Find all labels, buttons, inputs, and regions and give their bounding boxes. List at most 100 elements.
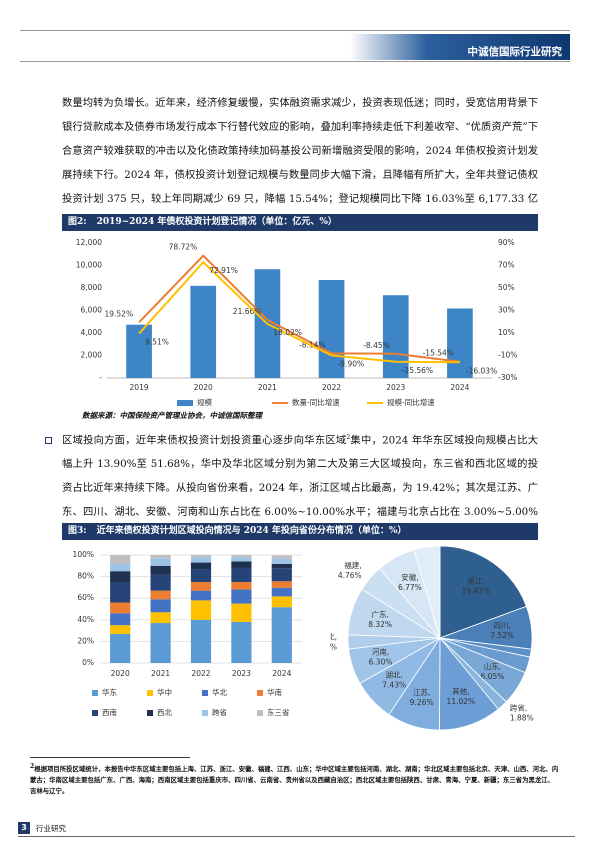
legend-item: 数量-同比增速 [272, 397, 340, 407]
bar-segment [190, 555, 212, 558]
y-tick-label: 0% [82, 658, 94, 667]
x-tick-label: 2024 [450, 383, 469, 392]
x-tick-label: 2023 [232, 669, 251, 678]
legend-item: 华南 [257, 687, 282, 697]
chart: - 2,000 4,000 6,000 8,000 10,000 12,000 -30% -10… [76, 238, 518, 407]
x-tick-label: 2021 [151, 669, 170, 678]
legend-item: 规模-同比增速 [367, 397, 435, 407]
legend-label: 规模-同比增速 [387, 397, 435, 407]
chart: 浙江,19.42%云南,0.00%四川,7.52%陕西,1.39%山西,2.82… [330, 543, 537, 731]
slice-label: 四川,7.52% [490, 621, 514, 640]
chart: 0% 20% 40% 60% 80% 100% 2020 2021 2022 2023 2024 华东… [73, 550, 302, 717]
legend-label: 数量-同比增速 [292, 397, 340, 407]
y2-tick-label: 50% [498, 283, 515, 292]
y-tick-label: 40% [77, 615, 94, 624]
legend-label: 跨省 [212, 707, 227, 717]
slice-label: 其他,11.02% [447, 686, 476, 706]
legend-swatch [92, 710, 98, 716]
legend-item: 华北 [202, 687, 227, 697]
x-tick-label: 2022 [191, 669, 210, 678]
slice-value: 19.42% [462, 587, 491, 596]
y2-tick-label: 30% [498, 306, 515, 315]
legend-label: 华南 [267, 687, 282, 697]
bar [447, 308, 473, 378]
slice-value: 4.76% [338, 571, 362, 580]
bar-segment [271, 558, 292, 564]
slice-value: 4.60% [401, 543, 425, 545]
data-label: 9.51% [145, 338, 169, 347]
slice-value: 7.43% [382, 681, 406, 690]
footer-rule [18, 836, 575, 837]
bar-segment [150, 599, 171, 613]
y-tick-label: 12,000 [76, 238, 102, 247]
slice-label: 福建,4.76% [338, 560, 362, 580]
header-rule [20, 30, 570, 31]
data-label: 18.02% [273, 328, 302, 337]
slice-label: 跨省,1.88% [510, 703, 534, 723]
slice-category: 跨省, [510, 703, 527, 713]
bar-segment [271, 587, 292, 597]
bar-segment [231, 621, 252, 663]
legend-label: 东三省 [267, 707, 290, 717]
data-label: -15.54% [423, 349, 454, 358]
y-tick-label: 6,000 [81, 306, 103, 315]
slice-value: 6.05% [481, 672, 505, 681]
source-note: 数据来源：中国保险资产管理业协会，中诚信国际整理 [82, 411, 262, 420]
x-tick-label: 2020 [111, 669, 130, 678]
legend-label: 西北 [157, 708, 172, 717]
line [138, 260, 460, 364]
bar-segment [150, 574, 171, 591]
legend-swatch [147, 710, 153, 716]
figure-label: 图3: [68, 526, 87, 536]
bar-segment [150, 558, 171, 566]
footnote: 2根据项目所投区域统计，本报告中华东区域主要包括上海、江苏、浙江、安徽、福建、江… [30, 761, 560, 797]
bar-segment [271, 568, 292, 582]
slice-value: 8.32% [368, 620, 392, 629]
legend-item: 东三省 [257, 707, 290, 717]
pie-slice [413, 545, 441, 639]
slice-value: 11.02% [447, 697, 476, 706]
bar-segment [150, 612, 171, 624]
footnote-rule [30, 757, 190, 758]
legend-item: 西南 [92, 707, 117, 717]
pie-slice [439, 545, 527, 639]
figure-title: 2019~2024 年债权投资计划登记情况（单位：亿元、%） [96, 217, 337, 227]
y-tick-label: 10,000 [76, 261, 102, 270]
legend-swatch [257, 690, 263, 696]
slice-label: 北京,4.60% [401, 543, 425, 545]
slice-category: 河南, [372, 647, 389, 657]
slice-category: 四川, [493, 621, 510, 630]
footnote-ref: 2 [30, 763, 35, 770]
y-tick-label: 80% [77, 572, 94, 581]
slice-category: 福建, [344, 560, 361, 570]
slice-label: 山东,6.05% [481, 661, 505, 681]
x-tick-label: 2023 [386, 383, 405, 392]
bar-segment [150, 565, 171, 575]
data-label: 78.72% [169, 243, 198, 252]
bar-segment [190, 582, 212, 591]
bar-segment [110, 555, 131, 564]
bar-segment [110, 602, 131, 614]
footnote-text: 根据项目所投区域统计，本报告中华东区域主要包括上海、江苏、浙江、安徽、福建、江西… [30, 765, 559, 796]
slice-category: 河北, [330, 632, 337, 641]
bar-segment [150, 590, 171, 600]
slice-value: 6.30% [369, 658, 393, 667]
text: 区域投向方面，近年来债权投资计划投资重心逐步向华东区域 [62, 434, 347, 447]
x-tick-label: 2020 [194, 383, 213, 392]
legend-label: 规模 [197, 397, 212, 407]
header-rule [20, 61, 570, 62]
y-tick-label: 4,000 [81, 328, 103, 337]
bullet [45, 437, 52, 444]
bar-segment [110, 582, 131, 603]
x-tick-label: 2021 [258, 383, 277, 392]
bar-segment [190, 557, 212, 563]
bar-segment [231, 557, 252, 562]
data-label: -15.56% [402, 366, 433, 375]
legend-item: 华东 [92, 687, 117, 697]
bar [126, 324, 152, 378]
bar [190, 285, 217, 378]
slice-category: 安徽, [401, 572, 418, 582]
y-tick-label: 20% [77, 636, 94, 645]
header-band [350, 34, 570, 60]
